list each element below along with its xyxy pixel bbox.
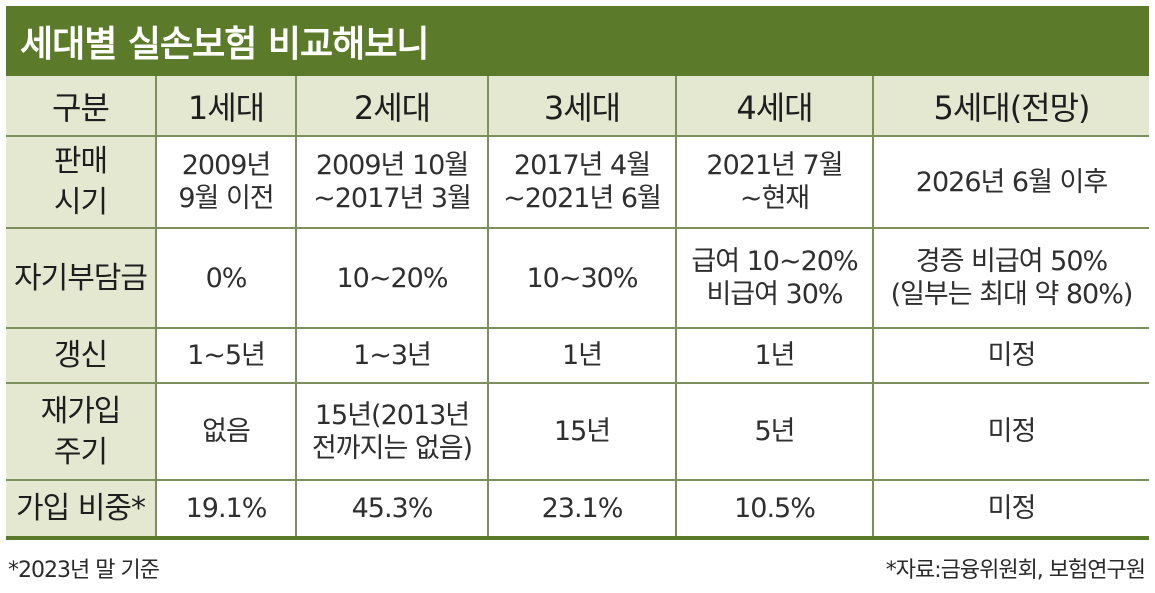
table-cell: 15년 (488, 383, 677, 481)
footnote-source: *자료:금융위원회, 보험연구원 (885, 558, 1146, 583)
comparison-table: 구분 1세대 2세대 3세대 4세대 5세대(전망) 판매 시기 2009년 9… (6, 76, 1149, 540)
table-cell: 없음 (156, 383, 297, 481)
row-label-subscription-share: 가입 비중* (6, 480, 157, 540)
table-cell: 2026년 6월 이후 (873, 136, 1149, 229)
row-label-rejoin-cycle: 재가입 주기 (6, 383, 157, 481)
table-cell: 2009년 10월 ~2017년 3월 (296, 136, 489, 229)
table-cell: 미정 (873, 480, 1149, 540)
table-row: 자기부담금 0% 10~20% 10~30% 급여 10~20% 비급여 30%… (6, 228, 1149, 329)
table-cell: 1년 (488, 328, 677, 384)
table-row: 판매 시기 2009년 9월 이전 2009년 10월 ~2017년 3월 20… (6, 136, 1149, 229)
table-cell: 1~5년 (156, 328, 297, 384)
table-cell: 0% (156, 228, 297, 329)
table-cell: 5년 (676, 383, 874, 481)
table-cell: 19.1% (156, 480, 297, 540)
table-title: 세대별 실손보험 비교해보니 (6, 6, 1149, 76)
header-gen3: 3세대 (488, 76, 677, 137)
header-row: 구분 1세대 2세대 3세대 4세대 5세대(전망) (6, 76, 1149, 137)
table-cell: 급여 10~20% 비급여 30% (676, 228, 874, 329)
row-label-sales-period: 판매 시기 (6, 136, 157, 229)
table-row: 가입 비중* 19.1% 45.3% 23.1% 10.5% 미정 (6, 480, 1149, 540)
header-gen1: 1세대 (156, 76, 297, 137)
table-row: 재가입 주기 없음 15년(2013년 전까지는 없음) 15년 5년 미정 (6, 383, 1149, 481)
table-cell: 1년 (676, 328, 874, 384)
table-cell: 23.1% (488, 480, 677, 540)
table-cell: 2009년 9월 이전 (156, 136, 297, 229)
table-cell: 15년(2013년 전까지는 없음) (296, 383, 489, 481)
footnote-basis: *2023년 말 기준 (8, 558, 160, 583)
header-gen4: 4세대 (676, 76, 874, 137)
table-cell: 미정 (873, 383, 1149, 481)
table-cell: 2017년 4월 ~2021년 6월 (488, 136, 677, 229)
table-row: 갱신 1~5년 1~3년 1년 1년 미정 (6, 328, 1149, 384)
table-cell: 10.5% (676, 480, 874, 540)
table-cell: 45.3% (296, 480, 489, 540)
header-gen2: 2세대 (296, 76, 489, 137)
table-cell: 1~3년 (296, 328, 489, 384)
row-label-renewal: 갱신 (6, 328, 157, 384)
header-gen5: 5세대(전망) (873, 76, 1149, 137)
table-cell: 10~30% (488, 228, 677, 329)
row-label-copayment: 자기부담금 (6, 228, 157, 329)
table-cell: 2021년 7월 ~현재 (676, 136, 874, 229)
header-category: 구분 (6, 76, 157, 137)
table-cell: 10~20% (296, 228, 489, 329)
table-cell: 미정 (873, 328, 1149, 384)
table-cell: 경증 비급여 50% (일부는 최대 약 80%) (873, 228, 1149, 329)
